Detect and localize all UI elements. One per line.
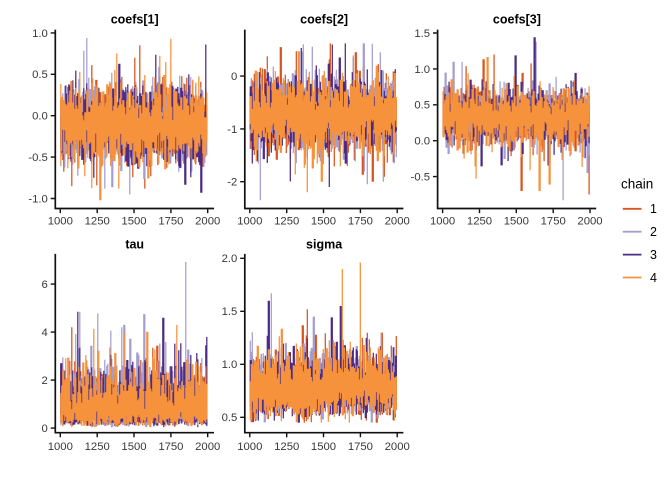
svg-text:-1.0: -1.0 xyxy=(28,193,47,205)
svg-text:2000: 2000 xyxy=(195,215,220,227)
svg-text:0.5: 0.5 xyxy=(32,69,48,81)
svg-text:1500: 1500 xyxy=(311,441,336,453)
svg-text:2000: 2000 xyxy=(195,441,220,453)
svg-text:1.5: 1.5 xyxy=(414,28,430,40)
svg-text:tau: tau xyxy=(125,238,144,252)
svg-text:1.0: 1.0 xyxy=(32,28,48,40)
svg-text:0.5: 0.5 xyxy=(414,100,430,112)
svg-text:1750: 1750 xyxy=(348,441,373,453)
svg-text:1750: 1750 xyxy=(158,215,183,227)
svg-text:1750: 1750 xyxy=(541,215,566,227)
svg-text:1750: 1750 xyxy=(348,215,373,227)
svg-text:-1: -1 xyxy=(227,124,237,136)
svg-text:0.0: 0.0 xyxy=(32,111,48,123)
svg-text:1000: 1000 xyxy=(430,215,455,227)
svg-text:1500: 1500 xyxy=(504,215,529,227)
svg-text:1000: 1000 xyxy=(48,441,73,453)
svg-text:1000: 1000 xyxy=(237,215,262,227)
svg-text:sigma: sigma xyxy=(306,238,343,252)
svg-text:-2: -2 xyxy=(227,177,237,189)
svg-text:coefs[2]: coefs[2] xyxy=(300,12,348,26)
svg-text:2: 2 xyxy=(42,375,48,387)
svg-text:coefs[1]: coefs[1] xyxy=(111,12,159,26)
svg-text:2000: 2000 xyxy=(385,441,410,453)
svg-text:0: 0 xyxy=(231,71,237,83)
svg-text:4: 4 xyxy=(650,271,657,285)
svg-text:1.5: 1.5 xyxy=(222,306,238,318)
svg-text:1500: 1500 xyxy=(121,441,146,453)
svg-text:1250: 1250 xyxy=(274,441,299,453)
svg-text:-0.5: -0.5 xyxy=(411,172,430,184)
svg-text:-0.5: -0.5 xyxy=(28,152,47,164)
svg-text:1750: 1750 xyxy=(158,441,183,453)
svg-text:1000: 1000 xyxy=(48,215,73,227)
svg-text:3: 3 xyxy=(650,248,657,262)
svg-text:0: 0 xyxy=(42,423,48,435)
svg-text:2.0: 2.0 xyxy=(222,253,238,265)
svg-text:2000: 2000 xyxy=(385,215,410,227)
svg-text:1000: 1000 xyxy=(237,441,262,453)
svg-text:1250: 1250 xyxy=(85,441,110,453)
svg-text:2000: 2000 xyxy=(577,215,602,227)
svg-text:1.0: 1.0 xyxy=(222,359,238,371)
svg-text:1250: 1250 xyxy=(467,215,492,227)
svg-text:1: 1 xyxy=(650,202,657,216)
svg-text:0.0: 0.0 xyxy=(414,136,430,148)
svg-text:1500: 1500 xyxy=(311,215,336,227)
svg-text:4: 4 xyxy=(42,327,48,339)
svg-text:2: 2 xyxy=(650,225,657,239)
svg-text:1500: 1500 xyxy=(121,215,146,227)
svg-text:1.0: 1.0 xyxy=(414,64,430,76)
svg-text:chain: chain xyxy=(621,177,653,192)
svg-text:6: 6 xyxy=(42,279,48,291)
svg-text:1250: 1250 xyxy=(274,215,299,227)
svg-text:coefs[3]: coefs[3] xyxy=(493,12,541,26)
svg-text:0.5: 0.5 xyxy=(222,412,238,424)
svg-text:1250: 1250 xyxy=(85,215,110,227)
